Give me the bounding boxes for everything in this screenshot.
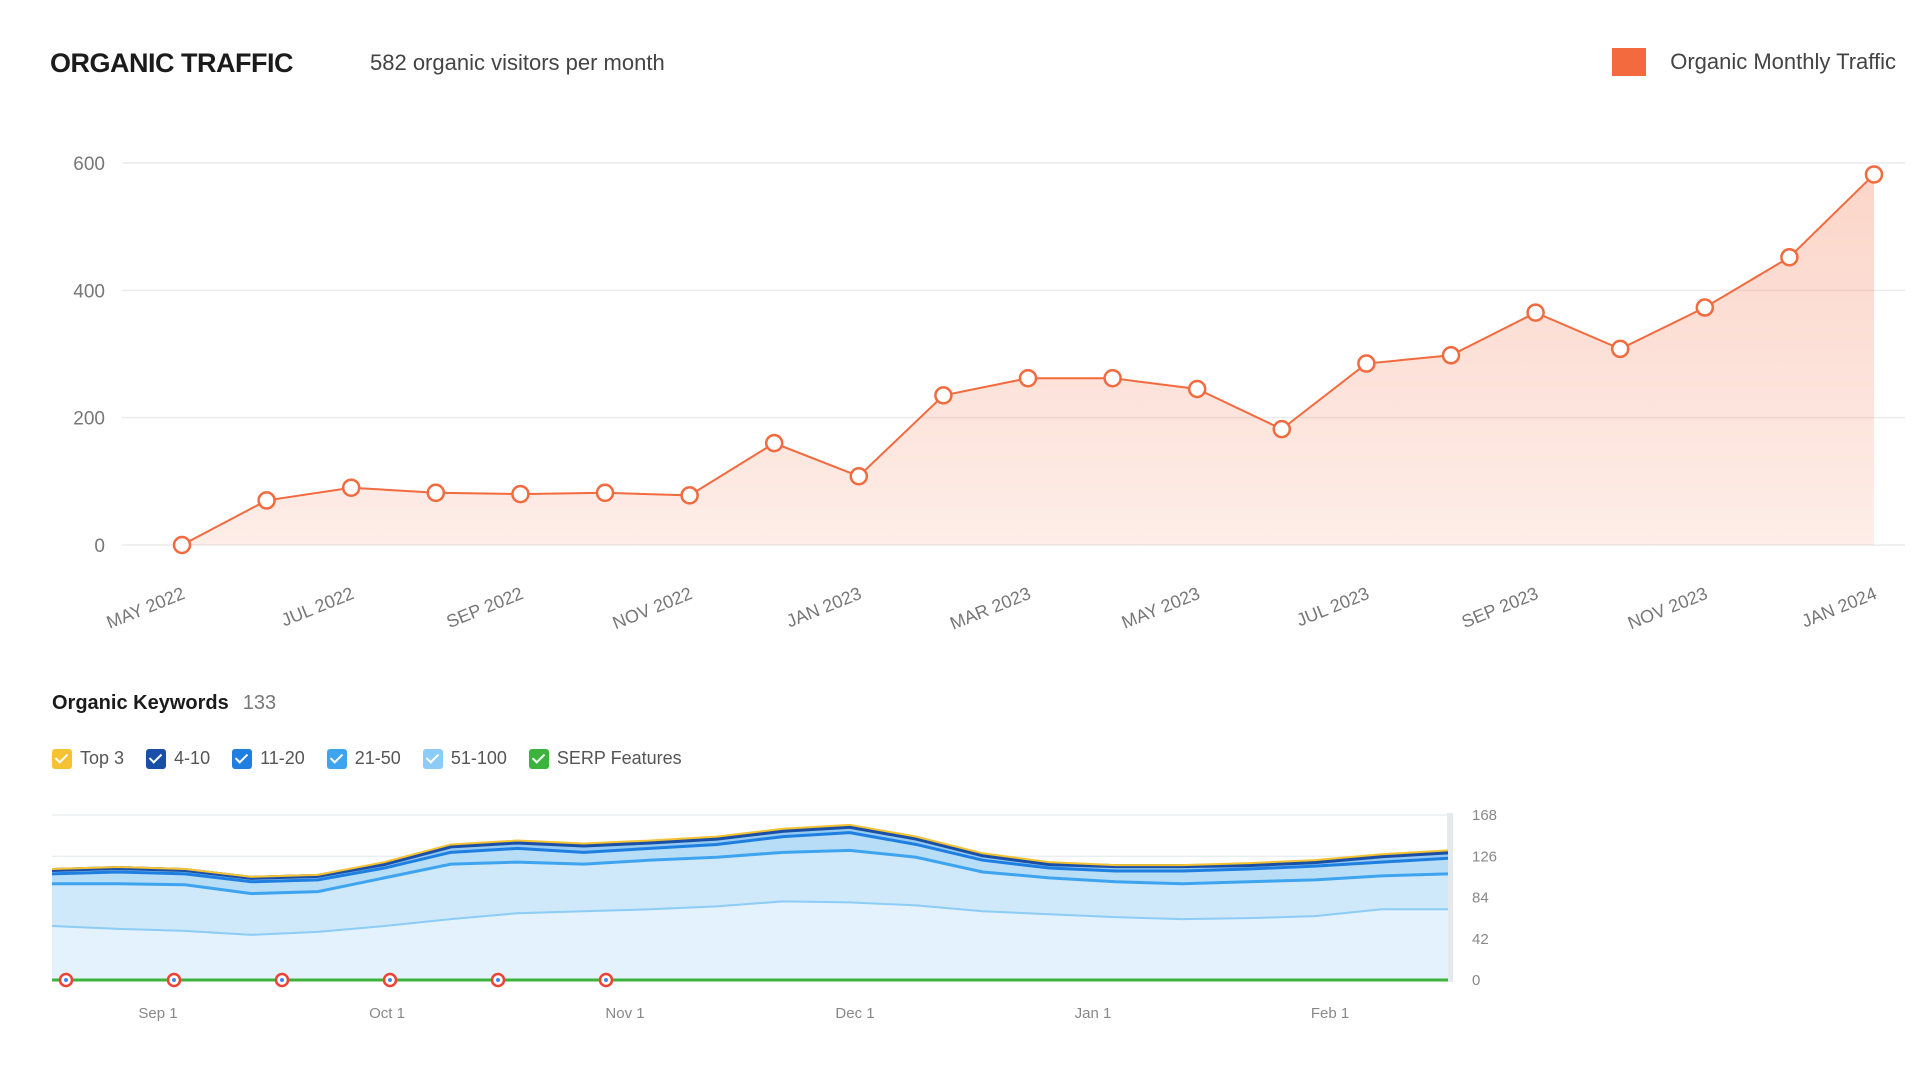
keywords-legend-item[interactable]: 51-100 xyxy=(422,748,507,769)
keywords-count: 133 xyxy=(242,692,277,714)
data-point xyxy=(1187,379,1207,399)
y-tick-label: 0 xyxy=(1472,972,1480,989)
x-tick-label: Jan 1 xyxy=(1075,1005,1112,1022)
traffic-legend[interactable]: Organic Monthly Traffic xyxy=(1612,48,1896,76)
data-point xyxy=(934,386,953,405)
keywords-header: Organic Keywords 133 xyxy=(52,692,276,715)
google-icon xyxy=(490,972,506,988)
google-icon xyxy=(274,972,290,988)
google-icon-dot xyxy=(496,978,500,982)
x-tick-label: Sep 1 xyxy=(138,1005,177,1022)
keywords-line xyxy=(52,848,1449,896)
keywords-legend-item[interactable]: Top 3 xyxy=(52,748,124,769)
chart-title: ORGANIC TRAFFIC xyxy=(50,48,293,78)
data-point xyxy=(257,491,276,510)
keywords-legend-label: 4-10 xyxy=(174,748,211,768)
data-point xyxy=(1272,419,1292,439)
keywords-line xyxy=(51,831,1449,884)
google-icon-dot xyxy=(280,978,284,982)
data-point xyxy=(511,484,530,504)
y-tick-label: 0 xyxy=(94,536,105,557)
data-point xyxy=(1018,368,1038,388)
y-tick-label: 200 xyxy=(73,409,105,430)
checkbox-icon[interactable] xyxy=(422,748,443,769)
area-fill xyxy=(182,174,1874,545)
data-point xyxy=(1864,165,1884,184)
y-tick-label: 600 xyxy=(73,154,105,175)
google-icon xyxy=(58,972,74,988)
data-point xyxy=(1103,368,1122,388)
legend-label: Organic Monthly Traffic xyxy=(1670,49,1896,74)
data-point xyxy=(1441,346,1461,365)
y-tick-label: 42 xyxy=(1472,931,1489,948)
x-tick-label: Nov 1 xyxy=(605,1005,644,1022)
keywords-legend-label: SERP Features xyxy=(556,748,682,768)
keywords-legend-item[interactable]: 21-50 xyxy=(326,748,401,769)
x-tick-label: Feb 1 xyxy=(1311,1005,1349,1022)
y-tick-label: 400 xyxy=(73,281,105,302)
chart-subtitle: 582 organic visitors per month xyxy=(370,50,665,75)
x-tick-label: Oct 1 xyxy=(369,1005,405,1022)
keywords-title: Organic Keywords xyxy=(52,692,229,714)
data-point xyxy=(849,466,869,486)
data-point xyxy=(1695,298,1715,317)
data-point xyxy=(341,478,361,497)
checkbox-icon[interactable] xyxy=(326,748,347,769)
keywords-legend-label: 11-20 xyxy=(260,748,305,768)
google-icon xyxy=(382,972,398,988)
scroll-edge xyxy=(1447,813,1453,982)
data-point xyxy=(595,483,615,503)
traffic-header: ORGANIC TRAFFIC 582 organic visitors per… xyxy=(50,44,1900,84)
data-point xyxy=(1610,339,1630,359)
google-icon-dot xyxy=(604,978,608,982)
checkbox-icon[interactable] xyxy=(146,748,167,769)
data-point xyxy=(172,535,192,555)
checkbox-icon[interactable] xyxy=(52,748,72,769)
data-point xyxy=(680,486,699,505)
checkbox-icon[interactable] xyxy=(232,748,253,769)
keywords-legend-label: 51-100 xyxy=(450,748,507,768)
x-tick-label: Dec 1 xyxy=(835,1005,874,1022)
y-tick-label: 168 xyxy=(1472,807,1497,824)
google-icon-dot xyxy=(388,978,392,982)
data-point xyxy=(1526,303,1545,322)
google-icon xyxy=(598,972,614,988)
keywords-line xyxy=(51,823,1449,878)
y-tick-label: 126 xyxy=(1472,848,1497,865)
keywords-line xyxy=(51,900,1448,936)
keywords-legend-label: 21-50 xyxy=(354,748,401,768)
google-icon-dot xyxy=(172,978,176,982)
legend-swatch xyxy=(1612,48,1647,76)
data-point xyxy=(1780,247,1799,267)
data-point xyxy=(426,483,446,503)
keywords-legend-item[interactable]: SERP Features xyxy=(528,748,682,769)
google-icon-dot xyxy=(64,978,68,982)
google-icon xyxy=(166,972,182,988)
keywords-area-51-100 xyxy=(52,901,1448,980)
data-point xyxy=(764,433,784,453)
keywords-legend-item[interactable]: 4-10 xyxy=(146,748,210,769)
keywords-legend-label: Top 3 xyxy=(80,748,125,768)
y-tick-label: 84 xyxy=(1472,890,1489,907)
checkbox-icon[interactable] xyxy=(528,748,549,769)
data-point xyxy=(1357,354,1376,373)
keywords-legend-item[interactable]: 11-20 xyxy=(232,748,305,769)
keywords-legend: Top 3 4-10 11-20 21-50 51-100 SERP Features xyxy=(52,748,704,769)
